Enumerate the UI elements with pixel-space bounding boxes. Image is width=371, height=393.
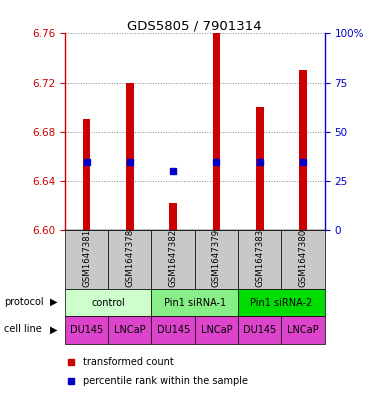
Text: GSM1647381: GSM1647381 <box>82 229 91 287</box>
Text: GSM1647379: GSM1647379 <box>212 229 221 287</box>
Text: percentile rank within the sample: percentile rank within the sample <box>83 376 248 386</box>
Bar <box>151 230 195 289</box>
Bar <box>108 230 151 289</box>
Bar <box>169 203 177 230</box>
Bar <box>281 316 325 344</box>
Text: control: control <box>91 298 125 308</box>
Text: GSM1647378: GSM1647378 <box>125 229 134 287</box>
Title: GDS5805 / 7901314: GDS5805 / 7901314 <box>128 19 262 32</box>
Text: DU145: DU145 <box>243 325 276 335</box>
Bar <box>65 230 108 289</box>
Bar <box>126 83 134 230</box>
Bar <box>151 289 238 316</box>
Bar <box>195 316 238 344</box>
Text: DU145: DU145 <box>157 325 190 335</box>
Bar <box>256 107 263 230</box>
Bar <box>213 33 220 230</box>
Text: Pin1 siRNA-1: Pin1 siRNA-1 <box>164 298 226 308</box>
Bar <box>238 316 281 344</box>
Text: GSM1647380: GSM1647380 <box>299 229 308 287</box>
Text: LNCaP: LNCaP <box>287 325 319 335</box>
Bar <box>65 316 108 344</box>
Bar <box>299 70 307 230</box>
Text: LNCaP: LNCaP <box>114 325 146 335</box>
Bar <box>65 289 151 316</box>
Text: LNCaP: LNCaP <box>201 325 232 335</box>
Text: GSM1647383: GSM1647383 <box>255 229 264 287</box>
Text: Pin1 siRNA-2: Pin1 siRNA-2 <box>250 298 312 308</box>
Bar <box>238 289 325 316</box>
Bar <box>238 230 281 289</box>
Bar <box>151 316 195 344</box>
Text: protocol: protocol <box>4 297 43 307</box>
Text: cell line: cell line <box>4 324 42 334</box>
Text: ▶: ▶ <box>50 324 58 334</box>
Bar <box>108 316 151 344</box>
Bar <box>83 119 91 230</box>
Text: ▶: ▶ <box>50 297 58 307</box>
Bar <box>195 230 238 289</box>
Text: GSM1647382: GSM1647382 <box>169 229 178 287</box>
Text: DU145: DU145 <box>70 325 103 335</box>
Bar <box>281 230 325 289</box>
Text: transformed count: transformed count <box>83 356 174 367</box>
